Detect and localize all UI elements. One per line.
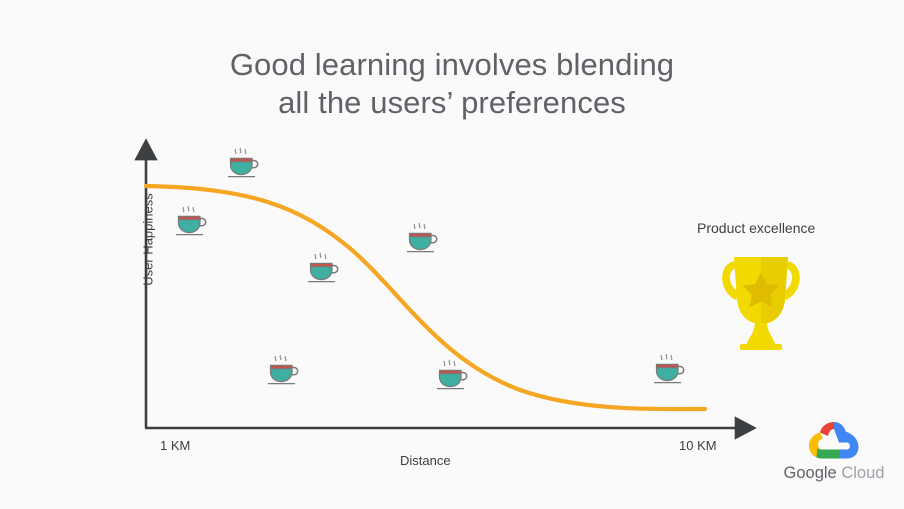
google-cloud-wordmark: Google Cloud xyxy=(778,464,890,483)
coffee-cup-icon xyxy=(431,355,471,395)
coffee-cup-icon xyxy=(401,218,441,258)
x-axis-label: Distance xyxy=(400,453,451,468)
coffee-cup-icon xyxy=(302,248,342,288)
trophy-icon xyxy=(712,245,810,350)
wordmark-google: Google xyxy=(783,464,837,482)
wordmark-cloud: Cloud xyxy=(841,464,885,482)
y-axis-label: User Happiness xyxy=(140,193,156,286)
x-axis-tick-max: 10 KM xyxy=(679,438,717,453)
google-cloud-logo: Google Cloud xyxy=(778,418,890,496)
trend-curve xyxy=(143,183,708,412)
x-axis-tick-min: 1 KM xyxy=(160,438,191,453)
coffee-cup-icon xyxy=(170,201,210,241)
coffee-cup-icon xyxy=(648,349,688,389)
coffee-cup-icon xyxy=(262,350,302,390)
product-excellence-label: Product excellence xyxy=(697,220,816,236)
google-cloud-logo-icon xyxy=(808,418,860,460)
coffee-cup-icon xyxy=(222,143,262,183)
page-title: Good learning involves blending all the … xyxy=(229,47,675,120)
